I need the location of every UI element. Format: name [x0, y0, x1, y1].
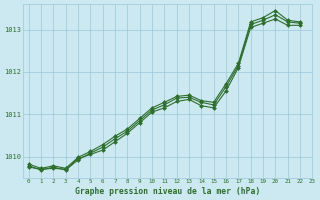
X-axis label: Graphe pression niveau de la mer (hPa): Graphe pression niveau de la mer (hPa) [75, 187, 260, 196]
